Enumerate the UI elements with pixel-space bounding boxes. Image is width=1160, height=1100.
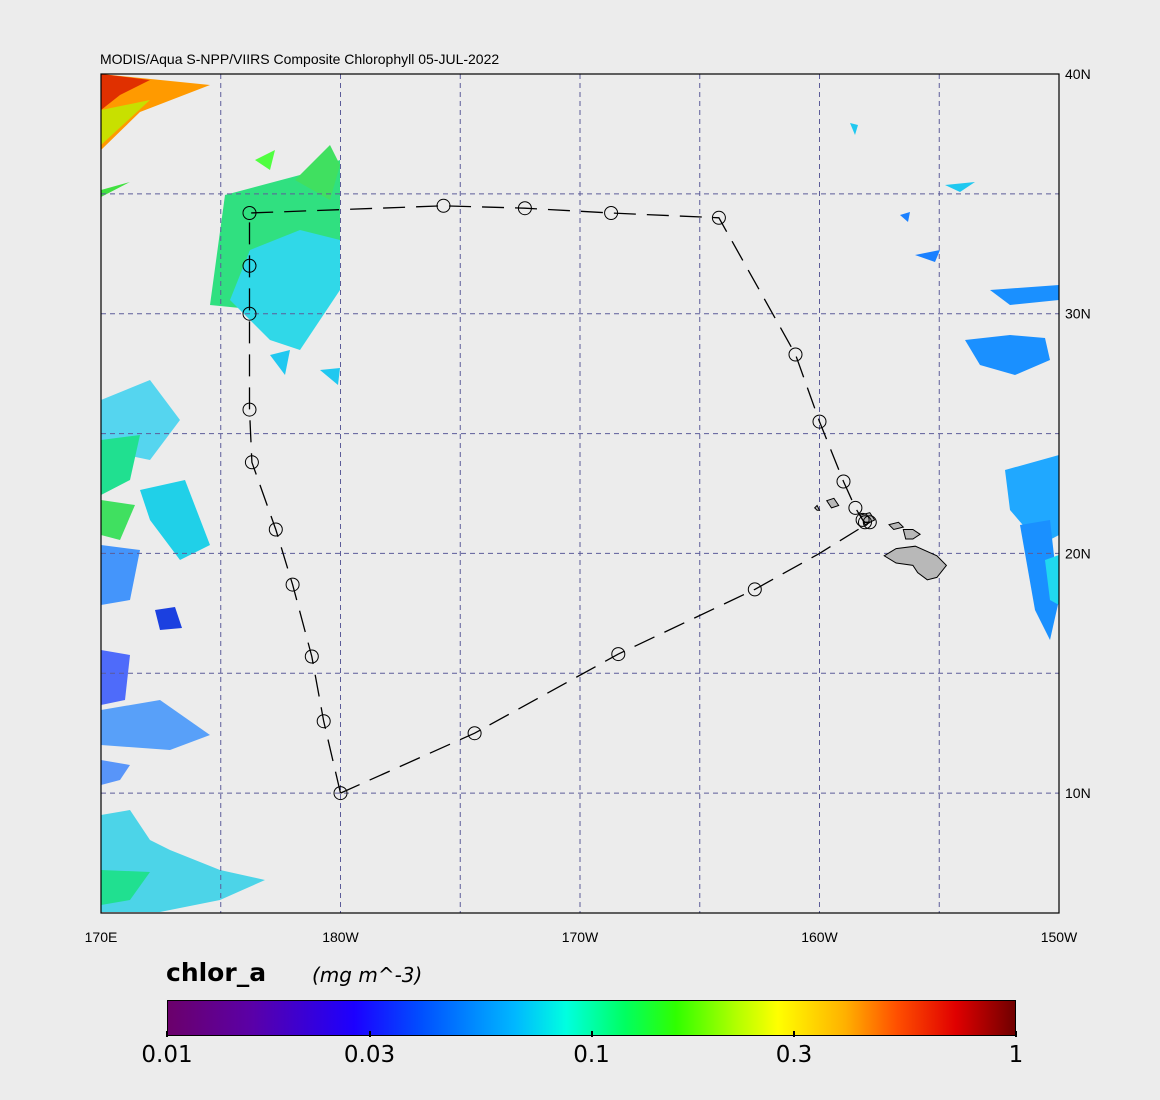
island [883,545,948,581]
island [813,504,821,511]
longitude-tick-labels: 170E 180W 170W 160W 150W [85,929,1078,945]
station-marker [242,306,257,321]
chl-patch [270,350,290,375]
station-marker [242,402,257,417]
station-marker [604,206,619,220]
station-marker [747,582,762,597]
station-marker [285,577,300,592]
colorbar-tick [166,1031,168,1037]
station-marker [242,258,257,273]
cruise-track [242,198,877,801]
chl-patch [101,74,150,110]
chl-patch [101,700,210,750]
chl-patch [140,480,210,560]
latitude-tick-label: 40N [1065,66,1091,82]
chl-patch [1020,520,1059,640]
island [902,529,922,540]
station-marker [268,522,283,537]
station-marker [242,206,257,220]
longitude-tick-label: 170E [85,929,118,945]
chl-patch [101,760,130,785]
colorbar-tick [368,1031,371,1037]
colorbar [167,1000,1016,1036]
station-marker [611,647,626,662]
chl-patch [101,74,210,150]
chl-patch [965,335,1050,375]
graticule [101,74,1059,913]
colorbar-tick [793,1031,795,1037]
station-marker [858,515,872,530]
chl-patch [101,435,140,495]
map-title: MODIS/Aqua S-NPP/VIIRS Composite Chlorop… [100,51,500,67]
station-marker [436,198,451,213]
longitude-tick-label: 170W [562,929,599,945]
chl-patch [900,212,910,222]
chl-patch [101,500,135,540]
chl-patch [255,150,275,170]
chl-patch [101,650,130,705]
station-marker [333,786,348,801]
chl-patch [850,123,858,135]
island [825,497,840,509]
chl-patch [915,250,940,262]
colorbar-tick-label: 1 [1008,1042,1024,1068]
station-marker [304,649,319,664]
station-marker [812,414,827,429]
colorbar-unit-label: (mg m^-3) [312,963,423,987]
longitude-tick-label: 160W [801,929,838,945]
map-frame [100,73,1060,914]
latitude-tick-label: 20N [1065,545,1091,561]
chl-patch [101,545,140,605]
station-marker [517,201,532,216]
chl-patch [101,182,130,197]
station-marker [316,714,331,729]
station-marker [836,474,851,489]
chl-patch [101,100,150,145]
colorbar-tick-label: 0.3 [775,1042,813,1068]
longitude-tick-label: 180W [322,929,359,945]
chl-patch [101,870,150,905]
chl-patch [990,285,1059,305]
chl-patch [230,230,340,350]
chlorophyll-map: 170E 180W 170W 160W 150W 40N 30N 20N 10N [85,66,1091,945]
colorbar-tick-label: 0.1 [573,1042,610,1068]
chl-patch [1045,555,1059,605]
longitude-tick-label: 150W [1041,929,1078,945]
chl-patch [101,810,265,912]
station-marker [848,500,863,515]
station-marker [244,455,259,470]
chlorophyll-satellite-layer [101,74,1059,912]
colorbar-tick-label: 0.01 [141,1042,193,1068]
chl-patch [295,145,340,200]
track-line [248,205,873,794]
colorbar-tick [590,1031,593,1037]
chl-patch [945,182,975,192]
latitude-tick-label: 10N [1065,785,1091,801]
latitude-tick-label: 30N [1065,306,1091,322]
station-marker [788,347,803,362]
island [888,521,905,531]
latitude-tick-labels: 40N 30N 20N 10N [1065,66,1091,801]
colorbar-tick [1015,1031,1017,1037]
chl-patch [320,368,340,385]
colorbar-variable-label: chlor_a [166,958,267,987]
station-marker [711,210,726,225]
station-marker [862,515,877,530]
chl-patch [155,607,182,630]
station-marker [467,726,482,741]
colorbar-tick-label: 0.03 [343,1042,396,1068]
station-marker [855,512,870,527]
